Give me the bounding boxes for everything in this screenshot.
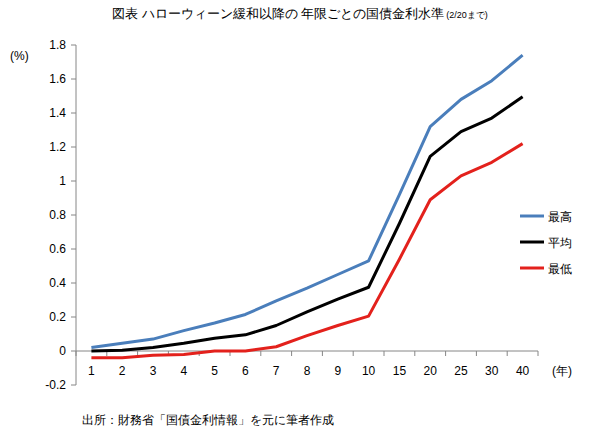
y-tick-label: -0.2 — [45, 378, 66, 392]
legend-swatch — [520, 241, 544, 244]
y-tick — [71, 147, 76, 148]
legend-label: 最低 — [548, 262, 572, 276]
x-tick-label: 4 — [180, 364, 187, 378]
x-tick-label: 1 — [88, 364, 95, 378]
title: 図表 ハローウィーン緩和以降の 年限ごとの国債金利水準(2/20まで) — [112, 6, 488, 21]
y-tick-label: 1.8 — [49, 38, 66, 52]
y-tick-label: 1.6 — [49, 72, 66, 86]
y-tick-label: 0.2 — [49, 310, 66, 324]
x-tick-label: 10 — [362, 364, 376, 378]
legend-swatch — [520, 267, 544, 270]
x-tick-label: 8 — [304, 364, 311, 378]
y-tick — [71, 317, 76, 318]
series-line — [91, 97, 522, 351]
x-tick — [507, 351, 508, 356]
x-tick — [353, 351, 354, 356]
x-tick-label: 40 — [516, 364, 530, 378]
y-tick-label: 0 — [59, 344, 66, 358]
legend-swatch — [520, 215, 544, 218]
x-tick — [384, 351, 385, 356]
x-tick — [445, 351, 446, 356]
x-tick — [476, 351, 477, 356]
y-tick-label: 0.8 — [49, 208, 66, 222]
y-tick — [71, 215, 76, 216]
x-tick — [538, 351, 539, 356]
x-tick-label: 3 — [150, 364, 157, 378]
x-tick-label: 20 — [424, 364, 438, 378]
y-tick-label: 0.6 — [49, 242, 66, 256]
x-tick-label: 30 — [485, 364, 499, 378]
y-tick-label: 1.2 — [49, 140, 66, 154]
x-tick — [260, 351, 261, 356]
x-tick-label: 7 — [273, 364, 280, 378]
y-tick — [71, 249, 76, 250]
marks — [91, 55, 522, 358]
y-tick — [71, 79, 76, 80]
x-tick — [291, 351, 292, 356]
x-tick-label: 6 — [242, 364, 249, 378]
x-tick — [414, 351, 415, 356]
x-tick-label: 9 — [334, 364, 341, 378]
x-tick-label: 2 — [119, 364, 126, 378]
y-tick — [71, 283, 76, 284]
x-tick-label: 15 — [393, 364, 407, 378]
y-tick — [71, 181, 76, 182]
y-axis-label: (%) — [10, 49, 29, 63]
x-axis — [76, 351, 538, 352]
legend-label: 最高 — [548, 210, 572, 224]
x-tick-label: 25 — [454, 364, 468, 378]
series-line — [91, 55, 522, 347]
y-tick-label: 0.4 — [49, 276, 66, 290]
source: 出所：財務省「国債金利情報」を元に筆者作成 — [82, 413, 334, 427]
legend-label: 平均 — [548, 236, 572, 250]
y-tick — [71, 45, 76, 46]
subtitle: (2/20まで) — [446, 10, 488, 20]
x-tick-label: 5 — [211, 364, 218, 378]
y-tick — [71, 351, 76, 352]
y-tick — [71, 113, 76, 114]
y-tick — [71, 385, 76, 386]
x-axis-label: (年) — [552, 364, 572, 378]
x-tick — [322, 351, 323, 356]
legend: 最高平均最低 — [520, 210, 572, 276]
x-tick — [76, 351, 77, 356]
series-line — [91, 144, 522, 358]
chart: 図表 ハローウィーン緩和以降の 年限ごとの国債金利水準(2/20まで) (%) -0… — [0, 0, 603, 436]
y-tick-label: 1 — [59, 174, 66, 188]
y-tick-label: 1.4 — [49, 106, 66, 120]
